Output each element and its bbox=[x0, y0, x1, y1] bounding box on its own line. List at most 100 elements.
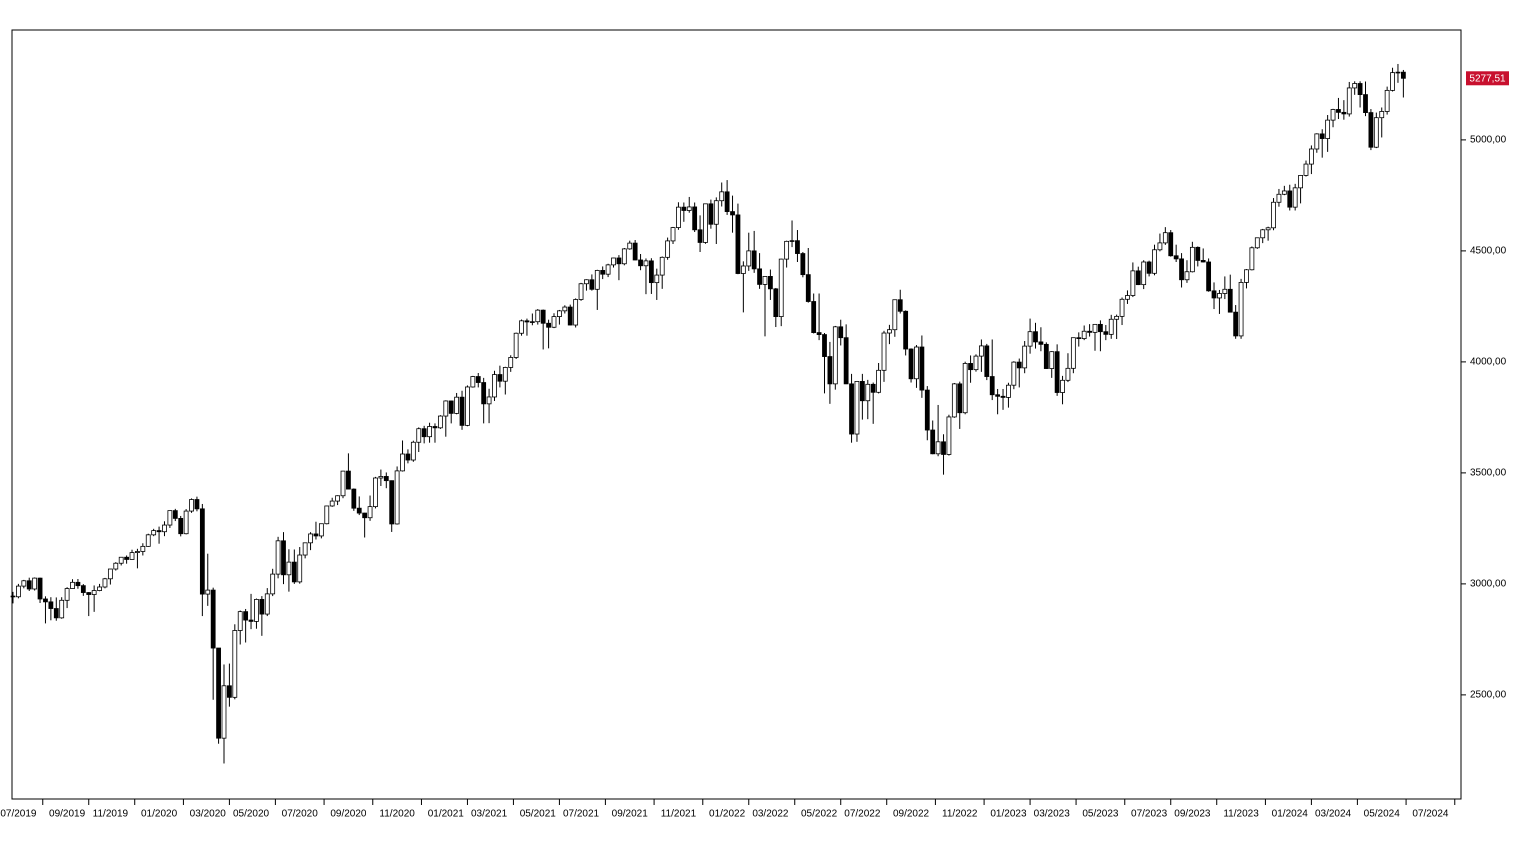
candle-body bbox=[876, 369, 881, 393]
candle-body bbox=[135, 551, 140, 553]
candle-body bbox=[243, 611, 249, 621]
x-tick-label: 09/2023 bbox=[1174, 809, 1211, 820]
candle-body bbox=[443, 400, 449, 417]
candle-body bbox=[1108, 318, 1114, 335]
candle-body bbox=[1103, 331, 1109, 335]
candle-body bbox=[297, 554, 303, 583]
candle-body bbox=[621, 248, 627, 265]
candle-body bbox=[216, 647, 221, 739]
candle-body bbox=[226, 685, 232, 698]
candle-body bbox=[1081, 330, 1087, 339]
candle-body bbox=[1330, 109, 1336, 121]
candle-body bbox=[1276, 193, 1282, 203]
candle-body bbox=[86, 592, 92, 595]
candle-body bbox=[1092, 323, 1098, 333]
candle-body bbox=[183, 510, 189, 535]
candle-body bbox=[1168, 232, 1174, 257]
x-tick-label: 07/2019 bbox=[0, 809, 37, 820]
candle-body bbox=[1227, 288, 1233, 313]
candle-body bbox=[849, 383, 854, 435]
candle-body bbox=[1260, 229, 1266, 239]
candle-body bbox=[502, 367, 508, 382]
x-tick-label: 05/2021 bbox=[520, 809, 557, 820]
candle-body bbox=[70, 581, 75, 589]
candle-body bbox=[805, 274, 811, 302]
candle-body bbox=[519, 320, 524, 334]
candle-body bbox=[21, 580, 27, 587]
candle-body bbox=[600, 270, 606, 275]
candle-body bbox=[659, 256, 665, 276]
candle-body bbox=[1070, 337, 1076, 369]
candle-body bbox=[1098, 323, 1103, 333]
x-tick-label: 01/2024 bbox=[1272, 809, 1309, 820]
candle-body bbox=[1000, 395, 1006, 398]
candle-body bbox=[562, 306, 568, 312]
candle-body bbox=[1162, 232, 1168, 244]
y-tick-label: 3000,00 bbox=[1470, 579, 1507, 590]
candle-body bbox=[64, 588, 70, 601]
candle-body bbox=[978, 345, 984, 357]
candle-body bbox=[881, 332, 887, 371]
candle-body bbox=[1184, 271, 1190, 281]
candle-body bbox=[492, 374, 497, 398]
x-tick-label: 07/2020 bbox=[282, 809, 319, 820]
candle-body bbox=[1265, 227, 1271, 231]
plot-area bbox=[11, 29, 1462, 800]
candle-body bbox=[437, 415, 443, 429]
candle-body bbox=[1195, 246, 1201, 261]
candle-body bbox=[822, 334, 827, 357]
candle-body bbox=[573, 299, 579, 326]
candle-body bbox=[989, 376, 995, 396]
candle-body bbox=[1400, 71, 1406, 79]
candle-body bbox=[854, 381, 860, 435]
candle-body bbox=[400, 453, 405, 472]
candle-body bbox=[1049, 351, 1055, 369]
candle-body bbox=[584, 279, 589, 285]
candle-body bbox=[432, 426, 438, 429]
candle-body bbox=[676, 206, 681, 228]
candle-body bbox=[670, 227, 676, 242]
x-tick-label: 03/2021 bbox=[471, 809, 508, 820]
candle-body bbox=[356, 507, 362, 514]
candle-body bbox=[1222, 288, 1228, 294]
candle-body bbox=[26, 580, 32, 590]
candle-body bbox=[627, 242, 633, 250]
y-tick-label: 4000,00 bbox=[1470, 357, 1507, 368]
candle-body bbox=[1303, 163, 1309, 176]
candle-body bbox=[43, 598, 48, 603]
candle-body bbox=[470, 376, 476, 388]
candle-body bbox=[48, 601, 54, 609]
candle-body bbox=[1125, 295, 1130, 300]
candle-body bbox=[254, 599, 259, 622]
candle-body bbox=[486, 396, 492, 405]
candle-body bbox=[264, 593, 270, 615]
candle-body bbox=[367, 506, 373, 519]
candle-body bbox=[632, 242, 638, 261]
y-tick-label: 3500,00 bbox=[1470, 468, 1507, 479]
candle-body bbox=[1006, 384, 1011, 398]
candle-body bbox=[1022, 345, 1028, 369]
candle-body bbox=[1249, 247, 1255, 271]
candle-body bbox=[697, 229, 703, 243]
x-tick-label: 01/2021 bbox=[428, 809, 465, 820]
candle-body bbox=[335, 495, 341, 502]
candle-body bbox=[389, 480, 395, 525]
candle-body bbox=[302, 542, 308, 556]
candle-body bbox=[91, 590, 97, 595]
candle-body bbox=[237, 611, 243, 631]
candle-body bbox=[865, 383, 871, 402]
candle-body bbox=[1271, 201, 1276, 229]
candle-body bbox=[957, 383, 963, 414]
candle-body bbox=[919, 346, 925, 391]
candle-body bbox=[529, 321, 535, 323]
candle-body bbox=[1033, 331, 1038, 343]
candle-body bbox=[383, 476, 389, 482]
candle-body bbox=[1281, 190, 1287, 195]
candle-body bbox=[167, 510, 173, 526]
candle-body bbox=[102, 578, 108, 588]
candle-body bbox=[751, 250, 757, 270]
candle-body bbox=[594, 270, 600, 290]
candle-body bbox=[351, 488, 357, 509]
x-tick-label: 09/2022 bbox=[893, 809, 930, 820]
